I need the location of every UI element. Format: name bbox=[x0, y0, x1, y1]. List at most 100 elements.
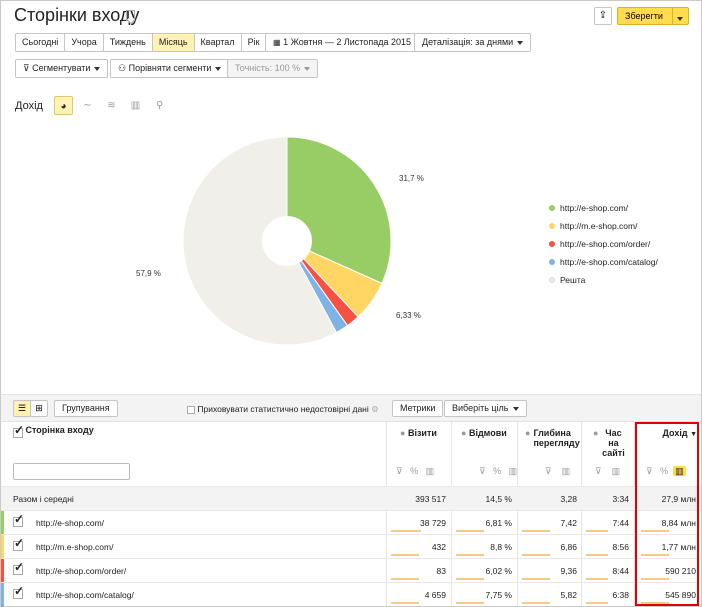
legend-item[interactable]: http://e-shop.com/order/ bbox=[549, 238, 658, 256]
gear-icon[interactable]: ⚙ bbox=[371, 404, 379, 414]
map-view-button[interactable]: ⚲ bbox=[150, 96, 169, 115]
tree-view-button[interactable]: ⊞ bbox=[30, 400, 48, 417]
metrics-button[interactable]: Метрики bbox=[392, 400, 444, 417]
row-color-marker bbox=[1, 511, 4, 535]
legend-item[interactable]: http://m.e-shop.com/ bbox=[549, 220, 658, 238]
list-icon: ☰ bbox=[17, 403, 27, 413]
row-label[interactable]: http://e-shop.com/ bbox=[36, 518, 105, 528]
bar-chart-icon: ▥ bbox=[130, 100, 141, 111]
chevron-down-icon bbox=[677, 16, 683, 21]
table-row[interactable]: http://e-shop.com/order/83 6,02 % 9,36 8:44… bbox=[1, 558, 701, 583]
legend-dot bbox=[549, 277, 555, 283]
row-value: 7:44 bbox=[612, 518, 629, 528]
filter-icon[interactable]: ⊽ bbox=[479, 466, 486, 476]
filter-icon[interactable]: ⊽ bbox=[595, 466, 602, 476]
row-bar bbox=[641, 578, 669, 580]
filter-icon[interactable]: ⊽ bbox=[646, 466, 653, 476]
column-tools-visits: ⊽ % ▥ bbox=[396, 466, 434, 477]
table-row[interactable]: http://m.e-shop.com/432 8,8 % 6,86 8:56 1,77… bbox=[1, 534, 701, 559]
compare-segments-button[interactable]: ⚇ Порівняти сегменти bbox=[110, 59, 230, 78]
row-value: 7,42 bbox=[560, 518, 577, 528]
select-all-checkbox[interactable] bbox=[13, 423, 24, 438]
tab-month[interactable]: Місяць bbox=[152, 34, 195, 51]
bar-chart-icon[interactable]: ▥ bbox=[673, 466, 686, 476]
goal-select[interactable]: Виберіть ціль bbox=[444, 400, 527, 417]
tab-today[interactable]: Сьогодні bbox=[16, 34, 66, 51]
slice-label-1: 31,7 % bbox=[399, 174, 424, 183]
pie-slice-4[interactable] bbox=[182, 136, 338, 346]
tab-week[interactable]: Тиждень bbox=[103, 34, 153, 51]
percent-icon[interactable]: % bbox=[493, 466, 502, 476]
column-header-visits[interactable]: ● Візити bbox=[400, 422, 450, 486]
total-time: 3:34 bbox=[612, 494, 629, 504]
bar-chart-view-button[interactable]: ▥ bbox=[126, 96, 145, 115]
filter-icon[interactable]: ⊽ bbox=[545, 466, 552, 476]
filter-icon[interactable]: ⊽ bbox=[396, 466, 403, 476]
row-value: 6:38 bbox=[612, 590, 629, 600]
bar-chart-icon[interactable]: ▥ bbox=[611, 466, 621, 476]
goal-label: Виберіть ціль bbox=[452, 403, 509, 413]
dimension-filter-input[interactable] bbox=[13, 463, 130, 480]
bar-chart-icon[interactable]: ▥ bbox=[561, 466, 571, 476]
row-checkbox[interactable] bbox=[13, 560, 24, 575]
dimension-header[interactable]: Сторінка входу bbox=[13, 422, 313, 486]
checkbox[interactable] bbox=[187, 405, 195, 414]
tab-yesterday[interactable]: Учора bbox=[65, 34, 104, 51]
percent-icon[interactable]: % bbox=[660, 466, 669, 476]
row-bar bbox=[586, 554, 608, 556]
slice-label-2: 6,33 % bbox=[396, 311, 421, 320]
column-header-depth[interactable]: ● Глибина перегляду bbox=[525, 422, 580, 486]
save-dropdown-button[interactable] bbox=[672, 7, 689, 25]
table-row[interactable]: http://e-shop.com/catalog/4 659 7,75 % 5,8… bbox=[1, 582, 701, 607]
row-label[interactable]: http://e-shop.com/order/ bbox=[36, 566, 127, 576]
pie-slice-0[interactable] bbox=[286, 136, 392, 285]
bookmark-icon[interactable] bbox=[126, 10, 135, 21]
save-button[interactable]: Зберегти bbox=[617, 7, 689, 25]
column-header-bounces[interactable]: ● Відмови bbox=[461, 422, 515, 486]
row-bar bbox=[391, 578, 419, 580]
row-label[interactable]: http://e-shop.com/catalog/ bbox=[36, 590, 134, 600]
column-header-time[interactable]: ● Час на сайті bbox=[593, 422, 633, 486]
hide-unreliable-toggle[interactable]: Приховувати статистично недостовірні дан… bbox=[187, 404, 379, 415]
row-checkbox[interactable] bbox=[13, 512, 24, 527]
bar-chart-icon[interactable]: ▥ bbox=[508, 466, 518, 476]
pie-chart-view-button[interactable]: ◕ bbox=[54, 96, 73, 115]
detail-select[interactable]: Деталізація: за днями bbox=[414, 33, 532, 52]
tab-quarter[interactable]: Квартал bbox=[194, 34, 242, 51]
segment-button[interactable]: ⊽ Сегментувати bbox=[15, 59, 109, 78]
legend-item[interactable]: http://e-shop.com/ bbox=[549, 202, 658, 220]
table-row[interactable]: http://e-shop.com/38 729 6,81 % 7,42 7:44 8,… bbox=[1, 510, 701, 535]
row-checkbox[interactable] bbox=[13, 584, 24, 599]
upload-icon: ⇪ bbox=[598, 10, 608, 21]
row-value: 545 890 bbox=[665, 590, 696, 600]
legend-dot bbox=[549, 205, 555, 211]
column-header-revenue[interactable]: Дохід ▼ bbox=[641, 422, 697, 486]
grouping-button[interactable]: Групування bbox=[54, 400, 118, 417]
legend-label: http://e-shop.com/ bbox=[560, 203, 629, 213]
page-title: Сторінки входу bbox=[14, 5, 140, 25]
bar-chart-icon[interactable]: ▥ bbox=[425, 466, 435, 476]
sort-desc-icon[interactable]: ▼ bbox=[690, 431, 697, 438]
total-bounces: 14,5 % bbox=[485, 494, 512, 504]
percent-icon[interactable]: % bbox=[410, 466, 419, 476]
stacked-chart-view-button[interactable]: ≋ bbox=[102, 96, 121, 115]
row-label[interactable]: http://m.e-shop.com/ bbox=[36, 542, 114, 552]
row-value: 432 bbox=[431, 542, 446, 552]
row-value: 8:56 bbox=[612, 542, 629, 552]
line-chart-view-button[interactable]: ∼ bbox=[78, 96, 97, 115]
accuracy-select[interactable]: Точність: 100 % bbox=[227, 59, 319, 78]
row-value: 8,8 % bbox=[490, 542, 512, 552]
tab-year[interactable]: Рік bbox=[241, 34, 266, 51]
legend-item[interactable]: http://e-shop.com/catalog/ bbox=[549, 256, 658, 274]
legend-dot bbox=[549, 241, 555, 247]
row-value: 6,86 bbox=[560, 542, 577, 552]
legend-item[interactable]: Решта bbox=[549, 274, 658, 292]
column-divider bbox=[634, 422, 635, 606]
tree-icon: ⊞ bbox=[35, 403, 43, 413]
export-button[interactable]: ⇪ bbox=[594, 7, 612, 25]
row-checkbox[interactable] bbox=[13, 536, 24, 551]
flat-view-button[interactable]: ☰ bbox=[13, 400, 31, 417]
date-range-picker[interactable]: ▦ 1 Жовтня — 2 Листопада 2015 bbox=[265, 33, 419, 52]
column-divider bbox=[386, 422, 387, 606]
row-bar bbox=[586, 578, 608, 580]
